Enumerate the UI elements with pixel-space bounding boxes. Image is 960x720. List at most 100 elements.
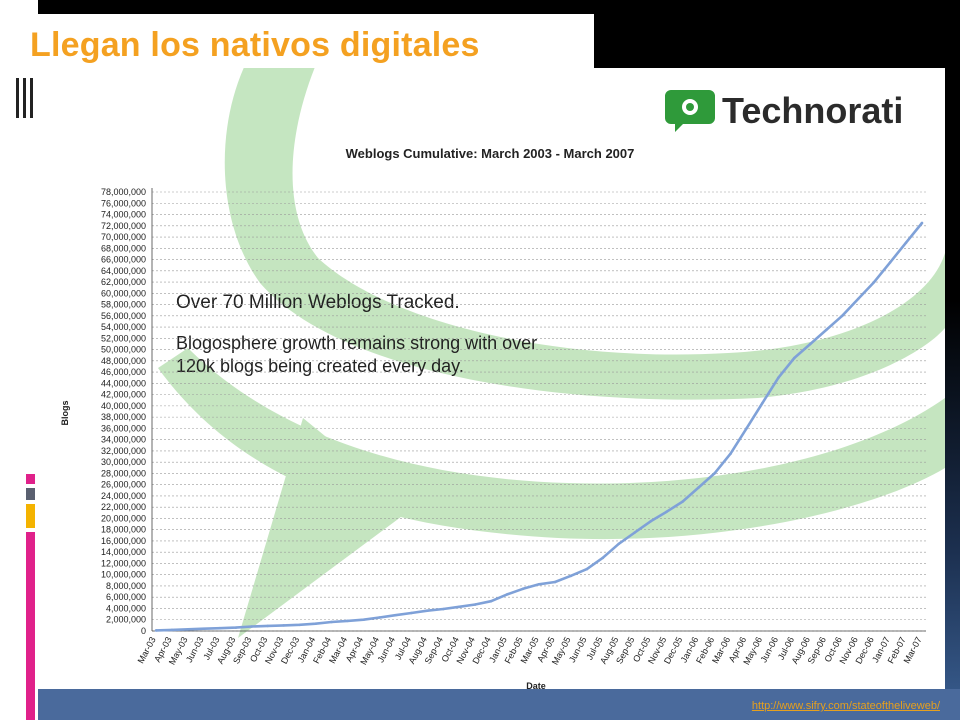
swoosh-wedge <box>238 418 413 638</box>
y-tick-label: 4,000,000 <box>106 603 146 613</box>
data-point <box>617 542 621 546</box>
data-point <box>441 607 445 611</box>
data-point <box>170 628 174 632</box>
y-tick-label: 68,000,000 <box>101 243 146 253</box>
series-line <box>154 221 924 632</box>
y-tick-labels: 02,000,000 4,000,0006,000,0008,000,00010,… <box>101 187 146 636</box>
grid <box>151 188 926 632</box>
y-tick-label: 72,000,000 <box>101 221 146 231</box>
y-tick-label: 42,000,000 <box>101 390 146 400</box>
chart-title: Weblogs Cumulative: March 2003 - March 2… <box>346 146 635 161</box>
data-point <box>298 623 301 627</box>
data-point <box>425 609 429 613</box>
data-point <box>808 342 812 346</box>
data-point <box>761 401 764 405</box>
magenta-side-bar <box>26 532 35 720</box>
y-tick-label: 56,000,000 <box>101 311 146 321</box>
y-tick-label: 48,000,000 <box>101 356 146 366</box>
y-tick-label: 40,000,000 <box>101 401 146 411</box>
data-point <box>697 486 700 489</box>
y-tick-label: 20,000,000 <box>101 513 146 523</box>
data-point <box>505 593 509 596</box>
y-tick-label: 64,000,000 <box>101 266 146 276</box>
y-tick-label: 50,000,000 <box>101 345 146 355</box>
y-tick-label: 2,000,000 <box>106 615 146 625</box>
data-point <box>202 627 206 631</box>
y-tick-label: 44,000,000 <box>101 378 146 388</box>
data-point <box>457 605 461 609</box>
data-point <box>856 297 860 301</box>
data-point <box>378 616 381 619</box>
y-tick-label: 32,000,000 <box>101 446 146 456</box>
data-point <box>920 221 924 225</box>
x-tick-labels: Mar-03Apr-03May-03Jun-03Jul-03Aug-03Sep-… <box>136 635 924 666</box>
data-point <box>888 261 892 264</box>
data-point <box>553 580 557 584</box>
annotation-line-3: 120k blogs being created every day. <box>176 356 464 376</box>
data-point <box>665 510 668 513</box>
data-point <box>362 618 365 622</box>
data-point <box>250 625 254 628</box>
data-point <box>394 613 397 617</box>
data-point <box>840 314 844 318</box>
data-point <box>713 472 716 475</box>
data-point <box>649 519 653 523</box>
x-axis-label: Date <box>526 681 546 690</box>
y-tick-label: 0 <box>141 626 146 636</box>
y-tick-label: 6,000,000 <box>106 592 146 602</box>
y-tick-label: 10,000,000 <box>101 570 146 580</box>
data-point <box>872 280 876 284</box>
logo-text: Technorati <box>722 90 903 131</box>
data-point <box>266 624 270 628</box>
weblogs-chart: Technorati Weblogs Cumulative: March 200… <box>60 68 945 690</box>
data-point <box>154 629 158 632</box>
annotation: Over 70 Million Weblogs Tracked. Blogosp… <box>176 292 537 376</box>
data-point <box>521 587 525 591</box>
data-point <box>777 376 780 380</box>
y-tick-label: 8,000,000 <box>106 581 146 591</box>
data-point <box>633 531 637 534</box>
chart-frame: Technorati Weblogs Cumulative: March 200… <box>38 68 945 690</box>
yellow-accent-bar <box>26 504 35 528</box>
source-link[interactable]: http://www.sifry.com/stateoftheliveweb/ <box>751 700 940 712</box>
data-point <box>824 328 828 332</box>
y-tick-label: 26,000,000 <box>101 480 146 490</box>
annotation-line-2: Blogosphere growth remains strong with o… <box>176 333 537 353</box>
y-tick-label: 18,000,000 <box>101 525 146 535</box>
data-point <box>234 626 238 629</box>
y-tick-label: 54,000,000 <box>101 322 146 332</box>
swoosh-top <box>224 68 945 400</box>
data-point <box>314 622 317 625</box>
data-point <box>904 241 908 244</box>
y-tick-label: 58,000,000 <box>101 300 146 310</box>
annotation-line-1: Over 70 Million Weblogs Tracked. <box>176 292 460 313</box>
data-point <box>569 574 573 578</box>
footer-bar: http://www.sifry.com/stateoftheliveweb/ <box>38 689 960 720</box>
slide-title: Llegan los nativos digitales <box>30 26 480 64</box>
data-point <box>793 356 796 360</box>
y-tick-label: 36,000,000 <box>101 423 146 433</box>
y-tick-label: 22,000,000 <box>101 502 146 512</box>
title-box <box>38 14 594 74</box>
data-point <box>681 500 684 503</box>
y-tick-label: 38,000,000 <box>101 412 146 422</box>
data-point <box>218 626 222 630</box>
y-tick-label: 28,000,000 <box>101 468 146 478</box>
bars-icon <box>16 78 34 118</box>
y-tick-label: 74,000,000 <box>101 210 146 220</box>
y-tick-label: 52,000,000 <box>101 333 146 343</box>
data-point <box>729 452 732 456</box>
y-tick-label: 16,000,000 <box>101 536 146 546</box>
data-point <box>473 603 477 606</box>
y-tick-label: 70,000,000 <box>101 232 146 242</box>
technorati-logo: Technorati <box>665 90 903 132</box>
y-tick-label: 60,000,000 <box>101 288 146 298</box>
y-tick-label: 62,000,000 <box>101 277 146 287</box>
data-point <box>410 611 413 615</box>
y-tick-label: 34,000,000 <box>101 435 146 445</box>
data-point <box>186 628 190 631</box>
data-point <box>745 427 748 430</box>
y-tick-label: 24,000,000 <box>101 491 146 501</box>
y-tick-label: 46,000,000 <box>101 367 146 377</box>
y-tick-label: 76,000,000 <box>101 198 146 208</box>
